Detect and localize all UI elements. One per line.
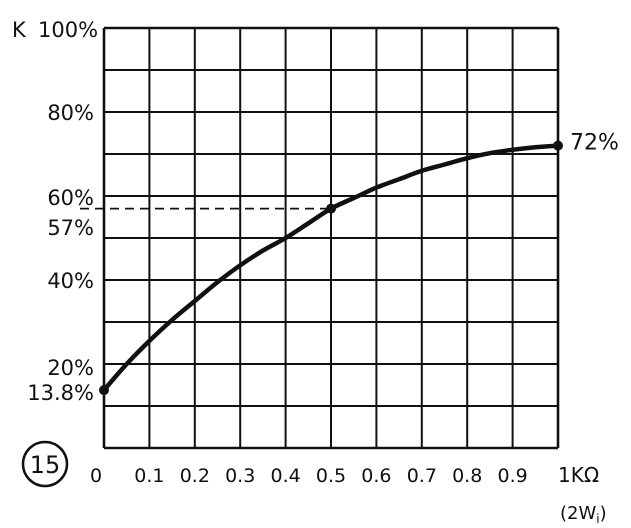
x-axis-labels: 0 0.1 0.2 0.3 0.4 0.5 0.6 0.7 0.8 0.9 [90,465,528,487]
y-tick-label: 80% [47,101,94,125]
figure-number-circle [21,440,69,488]
y-tick-label: 60% [47,186,94,210]
y-tick-label: 20% [47,356,94,380]
data-point [99,385,109,396]
x-tick-label: 0.7 [407,465,437,487]
x-axis-unit-sublabel: (2Wi) [560,503,607,526]
y-tick-label: 13.8% [27,381,94,405]
data-label: 72% [570,131,619,156]
x-tick-label: 0.9 [497,465,527,487]
x-axis-unit-label: 1KΩ [558,463,599,487]
x-tick-label: 0 [90,465,102,487]
y-axis-title: K [12,18,27,42]
x-tick-label: 0.8 [452,465,482,487]
x-axis-unit-subscript: i [596,512,599,526]
x-tick-label: 0.6 [361,465,391,487]
x-tick-label: 0.2 [180,465,210,487]
y-tick-label: 57% [47,216,94,240]
y-tick-label: 40% [47,269,94,293]
x-tick-label: 0.5 [316,465,346,487]
x-tick-label: 0.4 [270,465,300,487]
grid [102,26,560,450]
data-points: 72% [99,131,619,396]
figure-number: 15 [30,451,61,479]
x-tick-label: 0.1 [134,465,164,487]
x-tick-label: 0.3 [225,465,255,487]
x-axis-unit-close: ) [600,503,607,524]
data-point [553,140,563,151]
data-point [326,203,336,214]
y-tick-label: 100% [38,18,98,42]
y-axis-labels: 100% 80% 60% 57% 40% 20%13.8% [27,18,98,405]
